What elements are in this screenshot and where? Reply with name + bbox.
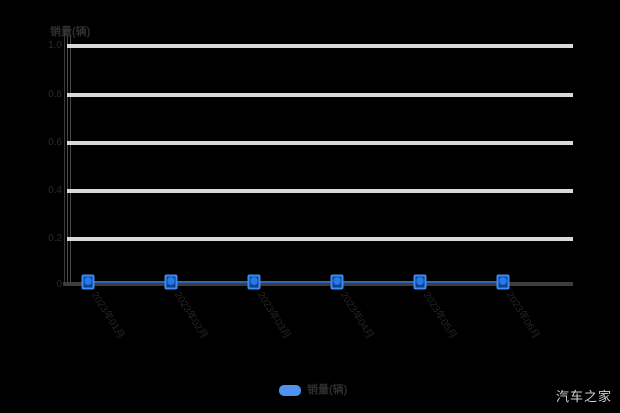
data-point-label-3: 0	[334, 276, 340, 288]
x-tick-label-4: 2023年05月	[420, 290, 459, 342]
data-point-4[interactable]	[413, 274, 427, 290]
gridline-0.8	[67, 93, 573, 97]
chart-title: 销量(辆)	[50, 26, 91, 38]
y-axis-outer-line	[64, 30, 65, 284]
gridline-0.4	[67, 189, 573, 193]
x-tick-label-5: 2023年06月	[503, 290, 542, 342]
data-point-2[interactable]	[247, 274, 261, 290]
data-point-label-5: 0	[500, 276, 506, 288]
x-tick-label-2: 2023年03月	[254, 290, 293, 342]
data-point-label-2: 0	[251, 276, 257, 288]
y-axis-ticks: 1.0 0.8 0.6 0.4 0.2 0	[24, 40, 62, 290]
x-axis-line	[63, 282, 573, 286]
legend-label-sales: 销量(辆)	[307, 384, 348, 396]
data-point-5[interactable]	[496, 274, 510, 290]
y-axis-inner-line	[70, 36, 71, 284]
data-point-3[interactable]	[330, 274, 344, 290]
x-tick-label-0: 2023年01月	[88, 290, 127, 342]
series-line-sales	[88, 281, 504, 283]
plot-area	[67, 40, 573, 285]
data-point-1[interactable]	[164, 274, 178, 290]
gridline-0.2	[67, 237, 573, 241]
y-tick-label-0.4: 0.4	[48, 185, 62, 196]
y-tick-label-0.6: 0.6	[48, 137, 62, 148]
x-tick-label-1: 2023年02月	[171, 290, 210, 342]
gridline-1.0	[67, 44, 573, 48]
y-axis-line	[67, 36, 68, 284]
data-point-label-1: 0	[168, 276, 174, 288]
data-point-0[interactable]	[81, 274, 95, 290]
y-tick-label-0: 0	[56, 279, 62, 290]
y-tick-label-0.8: 0.8	[48, 89, 62, 100]
legend-swatch-icon	[279, 384, 301, 396]
data-point-label-0: 0	[85, 276, 91, 288]
y-tick-label-1.0: 1.0	[48, 40, 62, 51]
gridline-0.6	[67, 141, 573, 145]
chart-legend[interactable]: 销量(辆)	[279, 384, 347, 396]
data-point-label-4: 0	[417, 276, 423, 288]
x-tick-label-3: 2023年04月	[337, 290, 376, 342]
y-tick-label-0.2: 0.2	[48, 233, 62, 244]
watermark: 汽车之家	[555, 390, 612, 405]
